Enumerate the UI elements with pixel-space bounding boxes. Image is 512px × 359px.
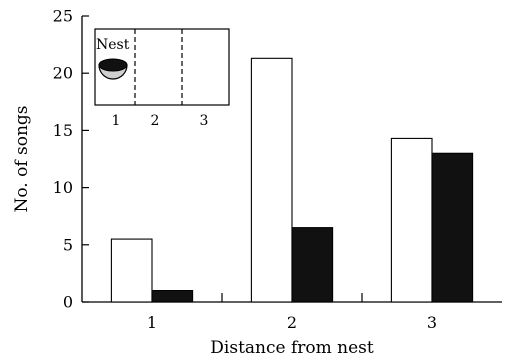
- y-tick-label: 25: [53, 7, 73, 26]
- x-tick-label: 2: [287, 313, 297, 332]
- inset-nest-label: Nest: [96, 37, 130, 53]
- inset-zone-label-2: 2: [151, 113, 160, 129]
- y-tick-label: 0: [63, 293, 73, 312]
- inset-zone-label-3: 3: [200, 113, 209, 129]
- x-axis-title: Distance from nest: [210, 338, 374, 358]
- x-tick-label: 3: [427, 313, 437, 332]
- nest-icon: [98, 58, 128, 80]
- y-tick-label: 20: [53, 64, 73, 83]
- y-ticks: 0 5 10 15 20 25: [53, 7, 89, 312]
- bar-series1-3: [390, 137, 433, 303]
- y-axis-title: No. of songs: [12, 105, 32, 212]
- inset-zone-label-1: 1: [112, 113, 121, 129]
- x-ticks: 1 2 3: [147, 293, 437, 332]
- x-tick-label: 1: [147, 313, 157, 332]
- y-tick-label: 5: [63, 235, 73, 254]
- y-tick-label: 15: [53, 121, 73, 140]
- y-tick-label: 10: [53, 178, 73, 197]
- bar-series1-1: [110, 238, 153, 303]
- inset-diagram: Nest 1 2 3: [94, 28, 230, 129]
- bar-series2-2: [291, 227, 334, 303]
- bar-series2-1: [151, 290, 194, 303]
- bars: [110, 57, 474, 303]
- bar-series2-3: [431, 152, 474, 303]
- bar-series1-2: [250, 57, 293, 303]
